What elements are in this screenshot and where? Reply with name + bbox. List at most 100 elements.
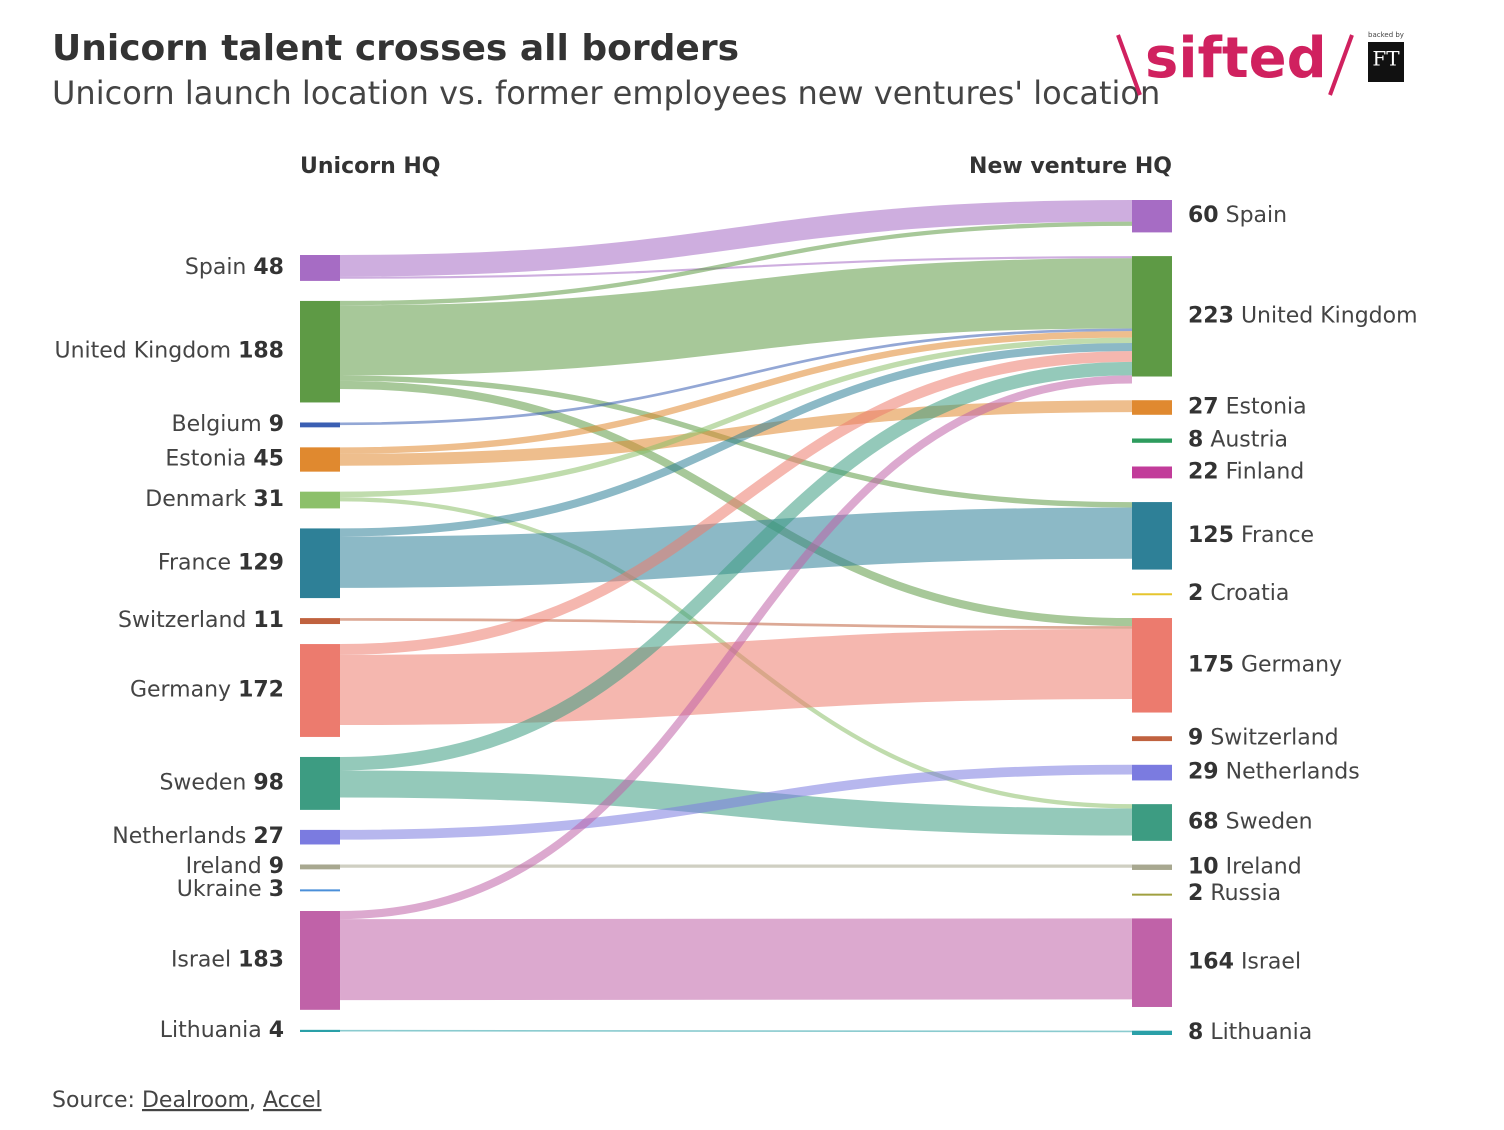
source-value: 183 <box>238 947 284 972</box>
target-label: 8 Lithuania <box>1188 1020 1312 1045</box>
target-label: 125 France <box>1188 523 1314 548</box>
source-label: Sweden 98 <box>159 770 284 795</box>
ft-box <box>1368 42 1404 82</box>
source-node <box>300 1029 340 1032</box>
link <box>339 200 1133 277</box>
source-node <box>300 829 340 845</box>
target-name: Spain <box>1226 203 1287 228</box>
target-label: 8 Austria <box>1188 428 1288 453</box>
source-value: 31 <box>253 487 284 512</box>
source-link[interactable]: Accel <box>263 1088 322 1113</box>
target-value: 175 <box>1188 652 1234 677</box>
target-node <box>1132 893 1172 896</box>
source-value: 27 <box>253 824 284 849</box>
source-node <box>300 618 340 625</box>
left-header: Unicorn HQ <box>300 154 441 179</box>
source-value: 9 <box>269 854 284 879</box>
source-label: Ireland 9 <box>186 854 284 879</box>
source-name: United Kingdom <box>54 339 231 364</box>
logo-ft: FT <box>1372 47 1400 71</box>
link <box>339 628 1133 726</box>
source-name: Germany <box>130 677 231 702</box>
target-name: Austria <box>1210 428 1288 453</box>
target-node <box>1132 502 1172 570</box>
logo-slash <box>1328 34 1354 96</box>
right-header: New venture HQ <box>969 154 1172 179</box>
link <box>339 343 1133 537</box>
source-name: Lithuania <box>160 1018 262 1043</box>
source-name: Denmark <box>145 487 246 512</box>
source-name: Israel <box>171 947 231 972</box>
target-name: Russia <box>1210 881 1281 906</box>
chart-title: Unicorn talent crosses all borders <box>52 28 739 69</box>
source-name: Ukraine <box>177 877 262 902</box>
target-value: 22 <box>1188 459 1219 484</box>
source-value: 3 <box>269 877 284 902</box>
target-name: Switzerland <box>1210 726 1338 751</box>
target-name: United Kingdom <box>1241 303 1418 328</box>
link <box>339 331 1133 454</box>
link <box>339 918 1133 1001</box>
target-label: 60 Spain <box>1188 203 1287 228</box>
target-value: 2 <box>1188 581 1203 606</box>
target-name: France <box>1241 523 1314 548</box>
source-value: 45 <box>253 447 284 472</box>
link <box>339 337 1133 498</box>
source-node <box>300 491 340 509</box>
logo-backer: backed by <box>1368 31 1404 39</box>
source-link[interactable]: Dealroom <box>142 1088 249 1113</box>
target-label: 10 Ireland <box>1188 854 1302 879</box>
source-name: France <box>158 550 231 575</box>
target-label: 164 Israel <box>1188 950 1301 975</box>
logo: sifted <box>1145 26 1327 91</box>
source-name: Spain <box>185 255 246 280</box>
target-node <box>1132 918 1172 1007</box>
target-label: 27 Estonia <box>1188 394 1307 419</box>
source-label: Belgium 9 <box>171 412 284 437</box>
source-label: Ukraine 3 <box>177 877 284 902</box>
source-node <box>300 644 340 737</box>
source-value: 9 <box>269 412 284 437</box>
target-node <box>1132 804 1172 841</box>
target-value: 8 <box>1188 428 1203 453</box>
target-node <box>1132 438 1172 443</box>
link <box>339 764 1133 840</box>
target-label: 22 Finland <box>1188 459 1304 484</box>
target-node <box>1132 400 1172 415</box>
source-name: Estonia <box>165 447 246 472</box>
target-name: Ireland <box>1226 854 1302 879</box>
source-label: Netherlands 27 <box>112 824 284 849</box>
target-value: 60 <box>1188 203 1219 228</box>
target-label: 223 United Kingdom <box>1188 303 1418 328</box>
target-value: 29 <box>1188 760 1219 785</box>
source-value: 4 <box>269 1018 284 1043</box>
source-node <box>300 447 340 472</box>
source-node <box>300 528 340 599</box>
link <box>339 1029 1133 1033</box>
link <box>339 328 1133 426</box>
target-label: 2 Croatia <box>1188 581 1289 606</box>
source-name: Netherlands <box>112 824 246 849</box>
source-value: 48 <box>253 255 284 280</box>
link <box>339 507 1133 588</box>
target-name: Lithuania <box>1210 1020 1312 1045</box>
target-node <box>1132 593 1172 596</box>
source-name: Sweden <box>159 770 246 795</box>
source-label: Israel 183 <box>171 947 284 972</box>
target-label: 2 Russia <box>1188 881 1281 906</box>
link <box>339 618 1133 629</box>
target-value: 164 <box>1188 950 1234 975</box>
source-label: Source: <box>52 1088 135 1113</box>
target-value: 2 <box>1188 881 1203 906</box>
link <box>339 221 1133 306</box>
source-node <box>300 255 340 281</box>
source-node <box>300 911 340 1010</box>
source-name: Belgium <box>171 412 261 437</box>
source-label: United Kingdom 188 <box>54 339 284 364</box>
target-value: 8 <box>1188 1020 1203 1045</box>
target-value: 10 <box>1188 854 1219 879</box>
target-node <box>1132 764 1172 781</box>
source-node <box>300 422 340 428</box>
source-value: 11 <box>253 608 284 633</box>
